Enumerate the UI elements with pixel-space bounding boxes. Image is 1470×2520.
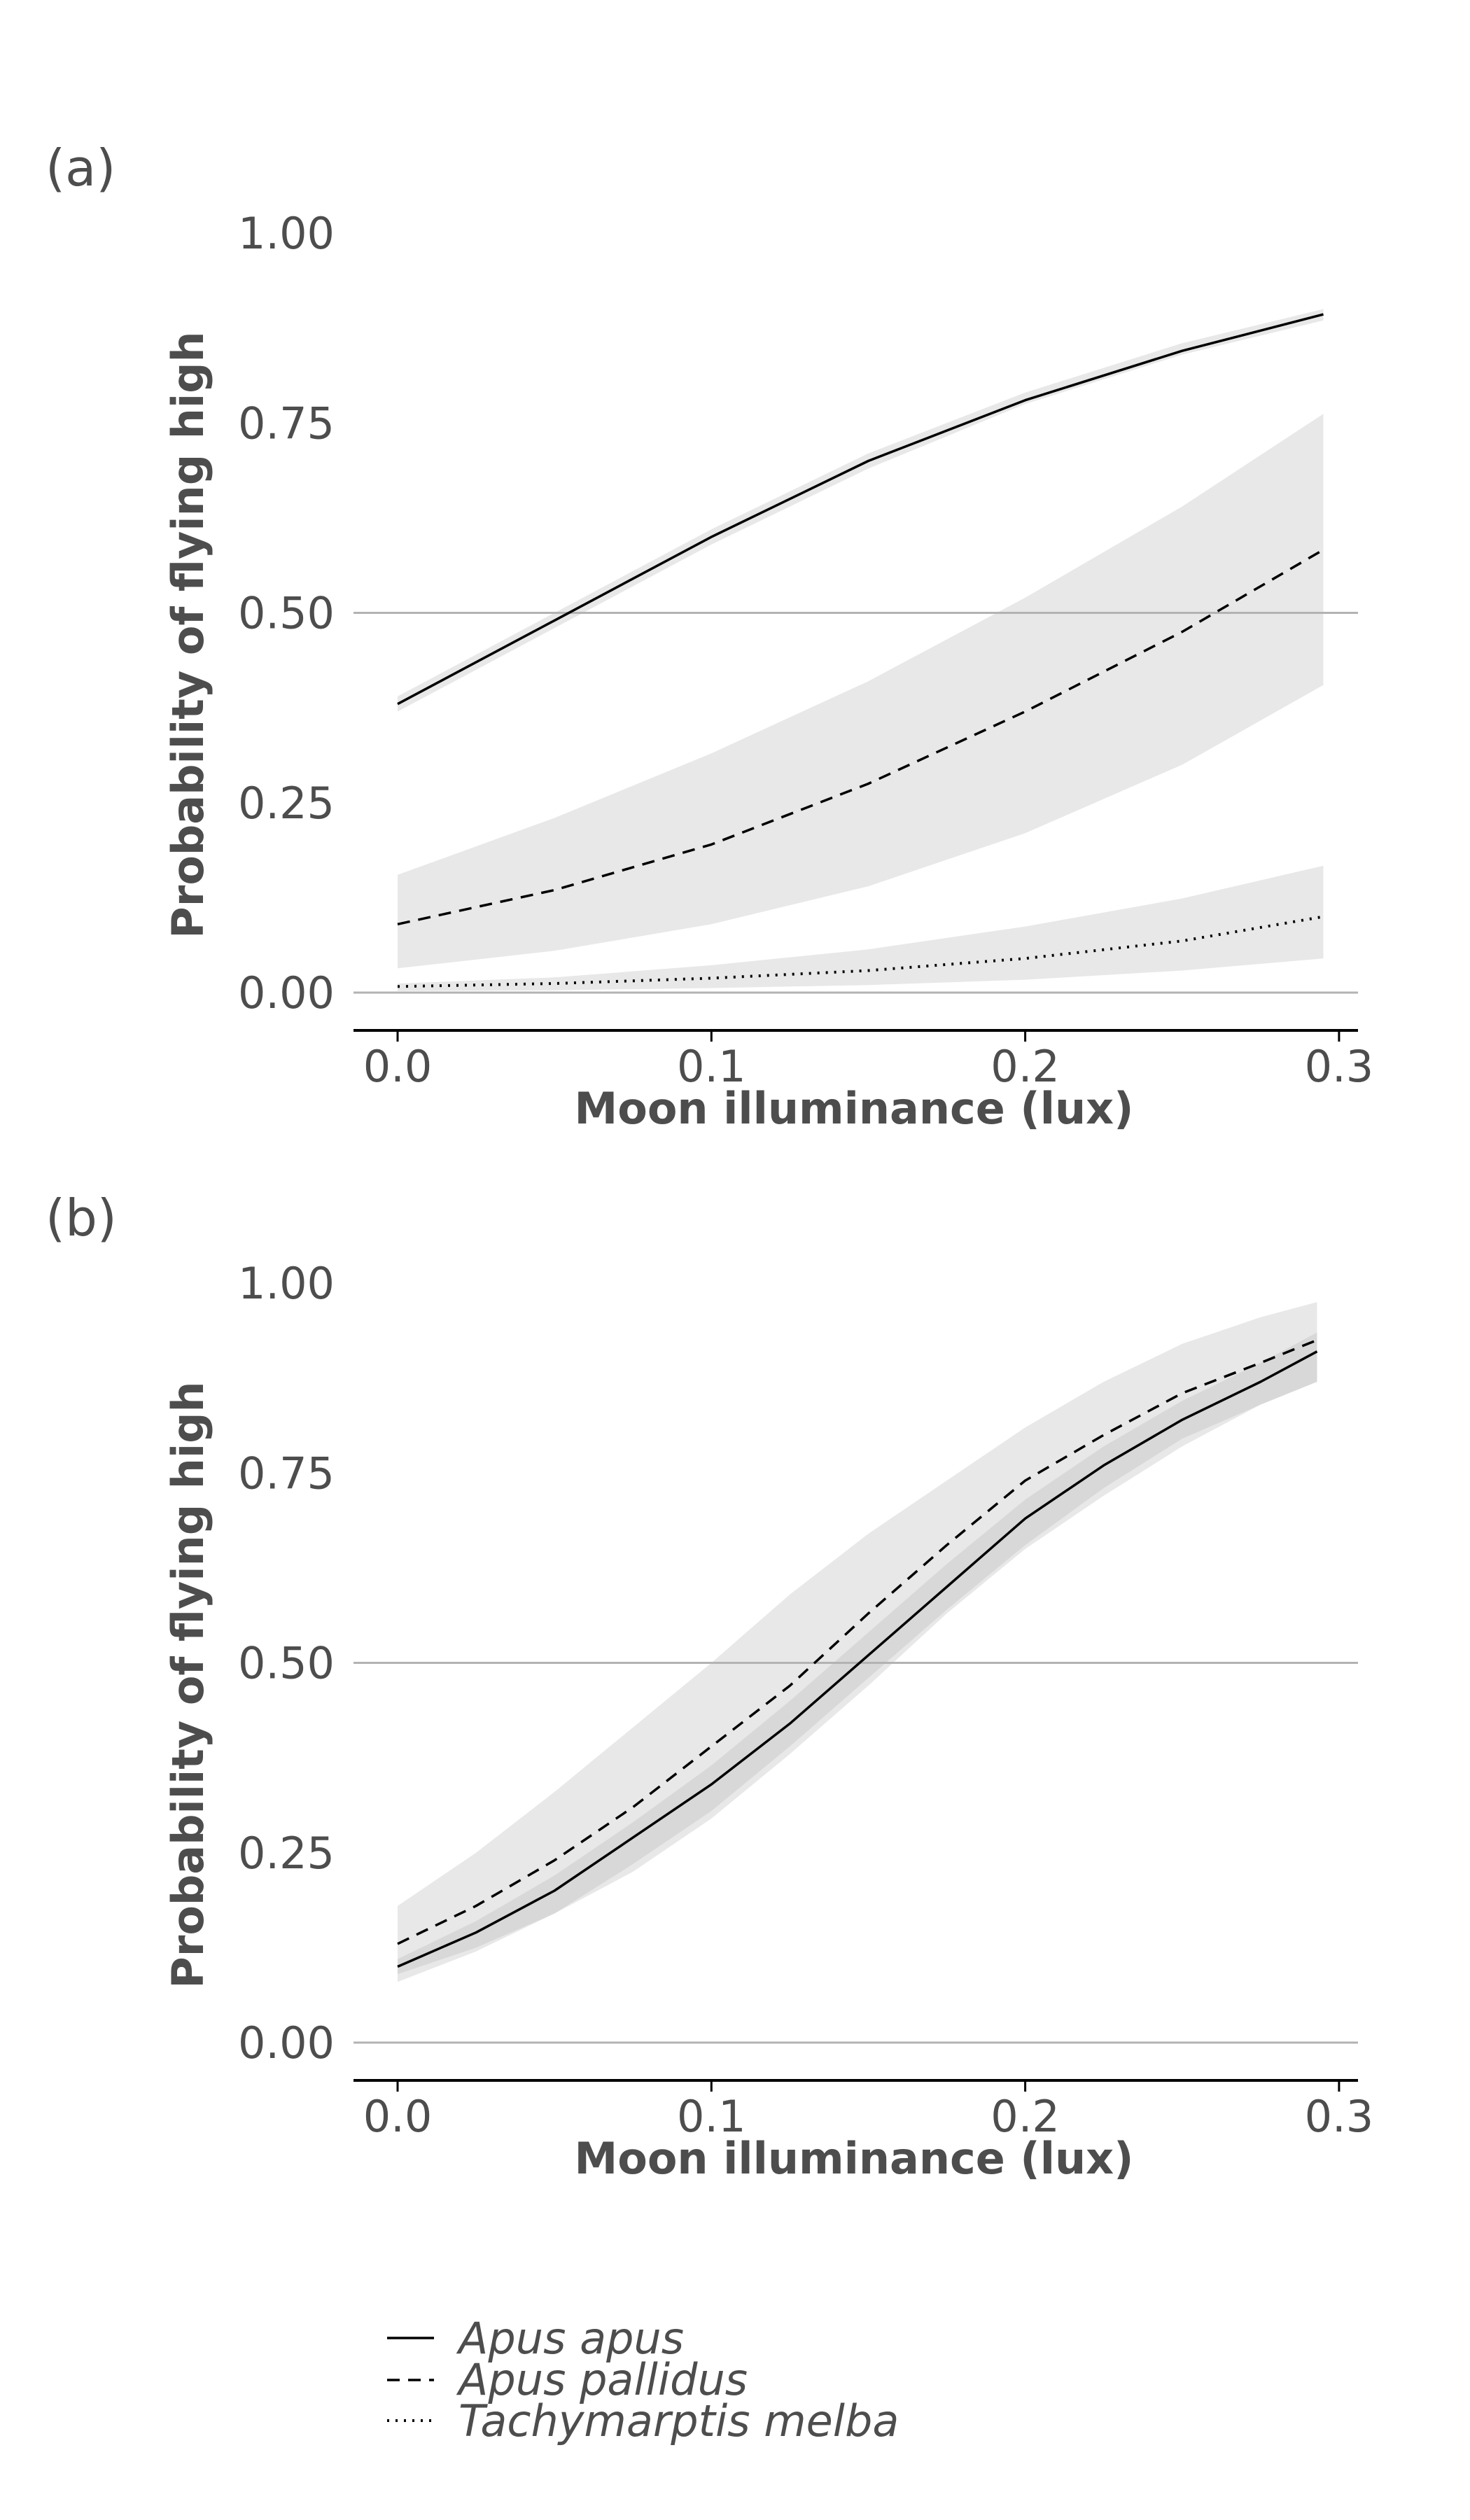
x-tick-label: 0.0 (363, 2091, 433, 2142)
panel-a: 0.0 0.1 0.2 0.3 0.00 0.25 0.50 0.75 1.00 (a) Moon… (46, 139, 1373, 1134)
x-tick-label: 0.1 (677, 1041, 746, 1092)
y-tick-label: 0.25 (238, 1828, 335, 1879)
x-tick-label: 0.0 (363, 1041, 433, 1092)
panel-b: 0.0 0.1 0.2 0.3 0.00 0.25 0.50 0.75 1.00 (b) Moon… (46, 1189, 1373, 2184)
x-tick-label: 0.2 (990, 2091, 1060, 2142)
x-axis-title: Moon illuminance (lux) (575, 1083, 1134, 1134)
x-tick-label: 0.1 (677, 2091, 746, 2142)
confidence-band (398, 1332, 1317, 1982)
y-tick-label: 0.50 (238, 588, 335, 639)
legend: Apus apus Apus pallidus Tachymarptis mel… (387, 2313, 899, 2446)
y-tick-label: 0.50 (238, 1638, 335, 1689)
y-tick-label: 0.00 (238, 967, 335, 1018)
y-tick-label: 1.00 (238, 208, 335, 259)
x-axis-title: Moon illuminance (lux) (575, 2133, 1134, 2184)
y-tick-label: 0.75 (238, 398, 335, 449)
legend-label: Tachymarptis melba (458, 2395, 899, 2446)
plot-area: 0.0 0.1 0.2 0.3 0.00 0.25 0.50 0.75 1.00 (238, 1258, 1373, 2142)
series-line (397, 1338, 1318, 1945)
x-tick-label: 0.3 (1305, 1041, 1374, 1092)
y-tick-label: 0.00 (238, 2017, 335, 2068)
series-line (397, 1350, 1318, 1968)
confidence-band (398, 414, 1324, 969)
series-line (397, 313, 1324, 706)
series-line (397, 915, 1324, 988)
y-tick-label: 1.00 (238, 1258, 335, 1309)
x-tick-label: 0.3 (1305, 2091, 1374, 2142)
confidence-band (398, 1302, 1317, 1975)
panel-label: (a) (46, 139, 115, 197)
y-axis-title: Probability of flying high (162, 331, 214, 938)
y-axis-title: Probability of flying high (162, 1381, 214, 1988)
panel-label: (b) (46, 1189, 117, 1247)
legend-label: Apus apus (456, 2313, 684, 2364)
y-tick-label: 0.25 (238, 778, 335, 829)
confidence-band (398, 865, 1324, 991)
plot-area: 0.0 0.1 0.2 0.3 0.00 0.25 0.50 0.75 1.00 (238, 208, 1373, 1092)
x-tick-label: 0.2 (990, 1041, 1060, 1092)
series-line (397, 548, 1324, 926)
legend-label: Apus pallidus (456, 2354, 748, 2405)
y-tick-label: 0.75 (238, 1448, 335, 1499)
